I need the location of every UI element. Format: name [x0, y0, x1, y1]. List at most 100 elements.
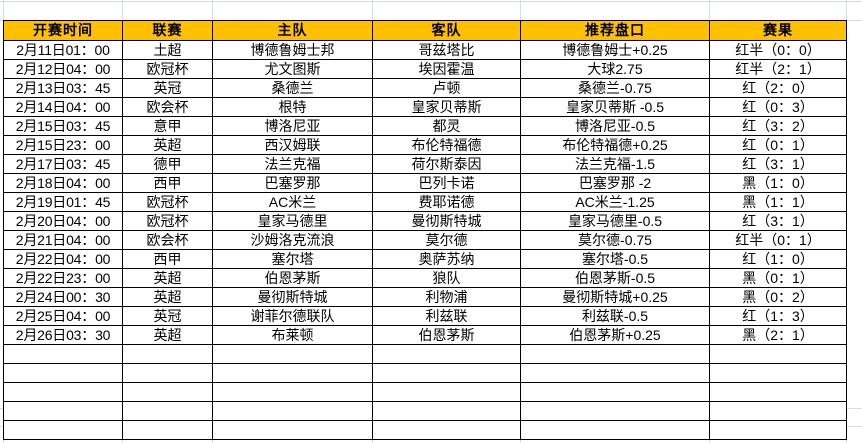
table-row[interactable]: 2月22日04：00 西甲 塞尔塔 奥萨苏纳 塞尔塔-0.5 红（1：0）	[3, 249, 847, 269]
cell-empty-odds[interactable]	[520, 344, 710, 364]
cell-result[interactable]: 红（1：0）	[709, 249, 847, 269]
cell-home[interactable]: 桑德兰	[212, 78, 373, 98]
cell-league[interactable]: 欧冠杯	[122, 192, 213, 212]
cell-away[interactable]: 卢顿	[372, 78, 521, 98]
cell-time[interactable]: 2月20日04：00	[3, 211, 123, 231]
cell-empty-odds[interactable]	[520, 382, 710, 402]
cell-odds[interactable]: 法兰克福-1.5	[520, 154, 710, 174]
cell-empty-away[interactable]	[372, 344, 521, 364]
cell-result[interactable]: 黑（1：0）	[709, 173, 847, 193]
cell-result[interactable]: 红（1：3）	[709, 306, 847, 326]
cell-time[interactable]: 2月24日00：30	[3, 287, 123, 307]
table-row-empty[interactable]	[3, 401, 847, 421]
cell-away[interactable]: 利物浦	[372, 287, 521, 307]
cell-away[interactable]: 埃因霍温	[372, 59, 521, 79]
table-row[interactable]: 2月15日03：45 意甲 博洛尼亚 都灵 博洛尼亚-0.5 红（3：2）	[3, 116, 847, 136]
cell-league[interactable]: 英超	[122, 325, 213, 345]
cell-time[interactable]: 2月26日03：30	[3, 325, 123, 345]
cell-home[interactable]: 博德鲁姆士邦	[212, 40, 373, 60]
table-row-empty[interactable]	[3, 363, 847, 383]
cell-away[interactable]: 伯恩茅斯	[372, 325, 521, 345]
table-row[interactable]: 2月19日01：45 欧冠杯 AC米兰 费耶诺德 AC米兰-1.25 黑（1：1）	[3, 192, 847, 212]
cell-league[interactable]: 意甲	[122, 116, 213, 136]
cell-league[interactable]: 欧冠杯	[122, 59, 213, 79]
cell-empty-home[interactable]	[212, 344, 373, 364]
table-row[interactable]: 2月17日03：45 德甲 法兰克福 荷尔斯泰因 法兰克福-1.5 红（3：1）	[3, 154, 847, 174]
cell-empty-odds[interactable]	[520, 420, 710, 440]
cell-empty-time[interactable]	[3, 363, 123, 383]
column-header-odds[interactable]: 推荐盘口	[520, 20, 710, 41]
cell-empty-away[interactable]	[372, 382, 521, 402]
cell-home[interactable]: 伯恩茅斯	[212, 268, 373, 288]
cell-empty-time[interactable]	[3, 344, 123, 364]
cell-league[interactable]: 欧冠杯	[122, 211, 213, 231]
table-row[interactable]: 2月24日00：30 英超 曼彻斯特城 利物浦 曼彻斯特城+0.25 黑（0：2）	[3, 287, 847, 307]
cell-home[interactable]: 谢菲尔德联队	[212, 306, 373, 326]
cell-odds[interactable]: 曼彻斯特城+0.25	[520, 287, 710, 307]
cell-empty-away[interactable]	[372, 401, 521, 421]
cell-time[interactable]: 2月14日04：00	[3, 97, 123, 117]
cell-home[interactable]: 曼彻斯特城	[212, 287, 373, 307]
cell-home[interactable]: 根特	[212, 97, 373, 117]
cell-league[interactable]: 英超	[122, 287, 213, 307]
cell-result[interactable]: 红半（0：0）	[709, 40, 847, 60]
cell-odds[interactable]: 皇家贝蒂斯 -0.5	[520, 97, 710, 117]
cell-empty-result[interactable]	[709, 344, 847, 364]
table-row[interactable]: 2月12日04：00 欧冠杯 尤文图斯 埃因霍温 大球2.75 红半（2：1）	[3, 59, 847, 79]
cell-result[interactable]: 红（0：1）	[709, 135, 847, 155]
cell-empty-time[interactable]	[3, 401, 123, 421]
cell-empty-result[interactable]	[709, 420, 847, 440]
cell-odds[interactable]: 巴塞罗那 -2	[520, 173, 710, 193]
cell-result[interactable]: 红（3：1）	[709, 154, 847, 174]
cell-empty-league[interactable]	[122, 344, 213, 364]
cell-time[interactable]: 2月19日01：45	[3, 192, 123, 212]
cell-away[interactable]: 奥萨苏纳	[372, 249, 521, 269]
cell-home[interactable]: 塞尔塔	[212, 249, 373, 269]
cell-time[interactable]: 2月22日23：00	[3, 268, 123, 288]
cell-result[interactable]: 红半（2：1）	[709, 59, 847, 79]
column-header-result[interactable]: 赛果	[709, 20, 847, 41]
cell-empty-time[interactable]	[3, 420, 123, 440]
cell-result[interactable]: 黑（0：2）	[709, 287, 847, 307]
cell-result[interactable]: 黑（1：1）	[709, 192, 847, 212]
table-row[interactable]: 2月26日03：30 英超 布莱顿 伯恩茅斯 伯恩茅斯+0.25 黑（2：1）	[3, 325, 847, 345]
table-row[interactable]: 2月21日04：00 欧会杯 沙姆洛克流浪 莫尔德 莫尔德-0.75 红半（0：1）	[3, 230, 847, 250]
cell-result[interactable]: 红半（0：1）	[709, 230, 847, 250]
table-row[interactable]: 2月20日04：00 欧冠杯 皇家马德里 曼彻斯特城 皇家马德里-0.5 红（3：1）	[3, 211, 847, 231]
cell-away[interactable]: 莫尔德	[372, 230, 521, 250]
table-row[interactable]: 2月18日04：00 西甲 巴塞罗那 巴列卡诺 巴塞罗那 -2 黑（1：0）	[3, 173, 847, 193]
column-header-home[interactable]: 主队	[212, 20, 373, 41]
cell-odds[interactable]: 皇家马德里-0.5	[520, 211, 710, 231]
cell-league[interactable]: 欧会杯	[122, 230, 213, 250]
cell-odds[interactable]: 大球2.75	[520, 59, 710, 79]
cell-home[interactable]: 布莱顿	[212, 325, 373, 345]
table-row-empty[interactable]	[3, 382, 847, 402]
cell-time[interactable]: 2月15日23：00	[3, 135, 123, 155]
cell-away[interactable]: 布伦特福德	[372, 135, 521, 155]
table-row[interactable]: 2月25日04：00 英冠 谢菲尔德联队 利兹联 利兹联-0.5 红（1：3）	[3, 306, 847, 326]
cell-time[interactable]: 2月21日04：00	[3, 230, 123, 250]
cell-time[interactable]: 2月17日03：45	[3, 154, 123, 174]
cell-empty-away[interactable]	[372, 420, 521, 440]
cell-league[interactable]: 英冠	[122, 306, 213, 326]
cell-odds[interactable]: 布伦特福德+0.25	[520, 135, 710, 155]
cell-away[interactable]: 曼彻斯特城	[372, 211, 521, 231]
cell-home[interactable]: AC米兰	[212, 192, 373, 212]
cell-home[interactable]: 尤文图斯	[212, 59, 373, 79]
cell-league[interactable]: 土超	[122, 40, 213, 60]
table-row-empty[interactable]	[3, 344, 847, 364]
cell-time[interactable]: 2月22日04：00	[3, 249, 123, 269]
cell-home[interactable]: 沙姆洛克流浪	[212, 230, 373, 250]
cell-result[interactable]: 红（3：1）	[709, 211, 847, 231]
cell-league[interactable]: 德甲	[122, 154, 213, 174]
cell-result[interactable]: 红（2：0）	[709, 78, 847, 98]
cell-odds[interactable]: 伯恩茅斯+0.25	[520, 325, 710, 345]
cell-away[interactable]: 利兹联	[372, 306, 521, 326]
table-row[interactable]: 2月14日04：00 欧会杯 根特 皇家贝蒂斯 皇家贝蒂斯 -0.5 红（0：3）	[3, 97, 847, 117]
cell-empty-league[interactable]	[122, 382, 213, 402]
cell-time[interactable]: 2月15日03：45	[3, 116, 123, 136]
cell-odds[interactable]: 利兹联-0.5	[520, 306, 710, 326]
cell-empty-away[interactable]	[372, 363, 521, 383]
cell-odds[interactable]: AC米兰-1.25	[520, 192, 710, 212]
cell-league[interactable]: 英超	[122, 135, 213, 155]
